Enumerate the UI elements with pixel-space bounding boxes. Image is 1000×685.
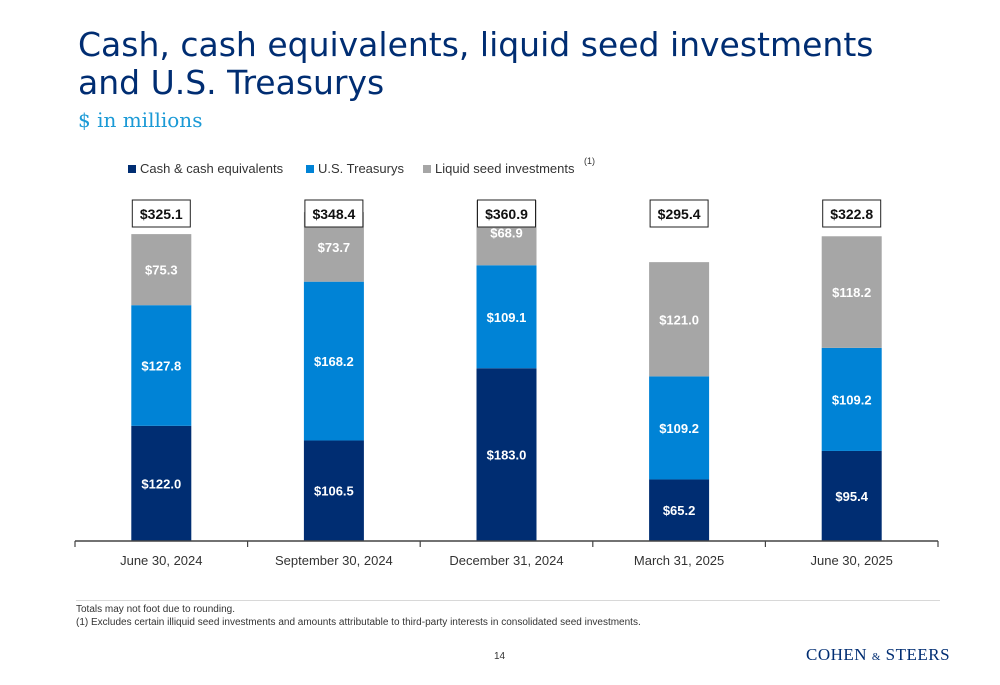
bar-3-1: [131, 234, 192, 306]
title-line-1: Cash, cash equivalents, liquid seed inve…: [78, 25, 874, 64]
category-label-1: June 30, 2024: [120, 553, 202, 568]
legend-swatch-3: [423, 165, 431, 173]
bar-2-2: [303, 281, 364, 441]
segment-label-2-4: $109.2: [659, 421, 699, 436]
segment-label-3-4: $121.0: [659, 312, 699, 327]
bar-1-1: [131, 425, 192, 541]
segment-label-3-5: $118.2: [832, 285, 871, 300]
segment-label-2-3: $109.1: [487, 310, 527, 325]
logo-part-1: COHEN: [806, 645, 868, 664]
page-number: 14: [494, 651, 506, 662]
total-box-2: [304, 199, 364, 228]
footnote-1: (1) Excludes certain illiquid seed inves…: [76, 617, 641, 628]
category-label-2: September 30, 2024: [275, 553, 393, 568]
segment-label-1-5: $95.4: [835, 489, 868, 504]
segment-label-3-1: $75.3: [145, 263, 178, 278]
category-label-3: December 31, 2024: [449, 553, 563, 568]
footnotes: Totals may not foot due to rounding. (1)…: [76, 603, 641, 629]
total-box-5: [822, 199, 882, 228]
logo-ampersand: &: [871, 651, 881, 663]
legend-label-2: U.S. Treasurys: [318, 161, 404, 176]
bar-1-3: [476, 368, 537, 541]
title-line-2: and U.S. Treasurys: [78, 63, 385, 102]
footnote-rounding: Totals may not foot due to rounding.: [76, 604, 235, 615]
segment-label-1-4: $65.2: [663, 503, 696, 518]
total-label-2: $348.4: [312, 206, 355, 222]
segment-label-1-2: $106.5: [314, 484, 354, 499]
segment-label-1-3: $183.0: [487, 448, 527, 463]
segment-label-2-2: $168.2: [314, 354, 354, 369]
legend-label-3: Liquid seed investments: [435, 161, 575, 176]
stacked-bar-chart: Cash & cash equivalents U.S. Treasurys Liq…: [74, 156, 939, 568]
legend-swatch-1: [128, 165, 136, 173]
total-label-1: $325.1: [140, 206, 183, 222]
category-label-5: June 30, 2025: [810, 553, 892, 568]
legend-label-1: Cash & cash equivalents: [140, 161, 284, 176]
segment-label-3-2: $73.7: [318, 240, 351, 255]
bar-3-5: [821, 236, 882, 348]
bar-3-4: [649, 262, 710, 377]
segment-label-1-1: $122.0: [141, 476, 181, 491]
subtitle: $ in millions: [78, 108, 203, 132]
segment-label-3-3: $68.9: [490, 226, 523, 241]
company-logo: COHEN & STEERS: [806, 645, 950, 665]
total-label-5: $322.8: [830, 206, 873, 222]
legend-swatch-2: [306, 165, 314, 173]
total-box-1: [131, 199, 191, 228]
bar-2-5: [821, 347, 882, 451]
total-box-3: [477, 199, 536, 228]
logo-part-2: STEERS: [885, 645, 951, 664]
bar-1-4: [649, 479, 710, 541]
bar-2-1: [131, 305, 192, 426]
total-label-3: $360.9: [485, 206, 528, 222]
legend-footnote-marker: (1): [584, 156, 595, 166]
footnote-divider: [76, 600, 940, 601]
segment-label-2-1: $127.8: [141, 359, 181, 374]
total-box-4: [649, 199, 709, 228]
slide-title: Cash, cash equivalents, liquid seed inve…: [78, 26, 958, 102]
bar-2-3: [476, 265, 537, 369]
total-label-4: $295.4: [658, 206, 701, 222]
bar-1-2: [303, 440, 364, 541]
category-label-4: March 31, 2025: [634, 553, 724, 568]
segment-label-2-5: $109.2: [832, 392, 872, 407]
bar-2-4: [649, 376, 710, 480]
bar-1-5: [821, 450, 882, 541]
